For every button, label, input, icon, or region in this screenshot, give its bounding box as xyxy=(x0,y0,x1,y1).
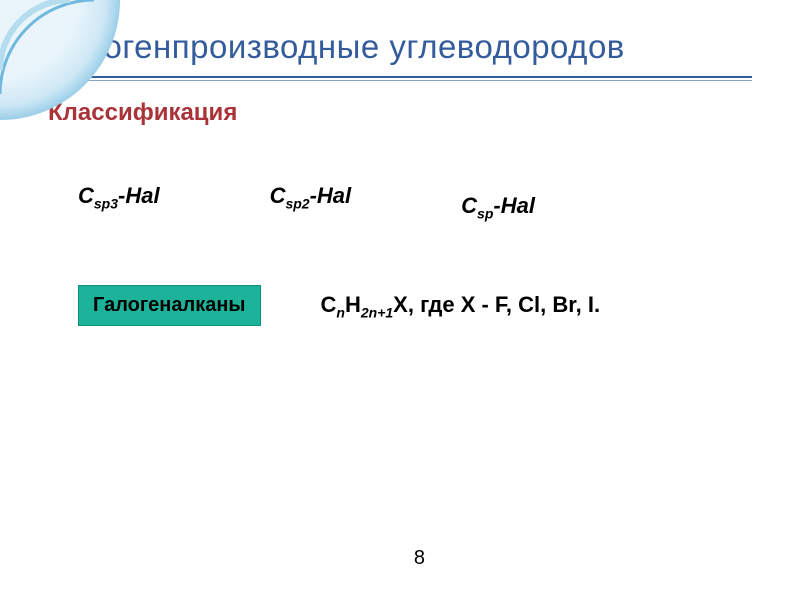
formula-n1: n xyxy=(336,304,345,320)
hybrid-tail: -Hal xyxy=(310,183,352,208)
hybrid-row: Csp3-Hal Csp2-Hal Csp-Hal xyxy=(48,183,752,211)
hybrid-tail: -Hal xyxy=(118,183,160,208)
hybrid-tail: -Hal xyxy=(493,193,535,218)
title-underline xyxy=(48,76,752,78)
general-formula: CnH2n+1X, где X - F, Cl, Br, I. xyxy=(321,292,601,320)
hybrid-base: C xyxy=(270,183,286,208)
hybrid-sp: Csp-Hal xyxy=(461,193,535,221)
hybrid-sp3: Csp3-Hal xyxy=(78,183,160,211)
hybrid-base: C xyxy=(461,193,477,218)
formula-C: C xyxy=(321,292,337,317)
page-number: 8 xyxy=(414,547,425,570)
slide: Галогенпроизводные углеводородов Классиф… xyxy=(0,0,800,600)
haloalkane-badge: Галогеналканы xyxy=(78,285,261,326)
hybrid-sub: sp xyxy=(477,205,493,221)
formula-row: Галогеналканы CnH2n+1X, где X - F, Cl, B… xyxy=(48,285,752,326)
subtitle: Классификация xyxy=(48,99,752,127)
formula-H: H xyxy=(345,292,361,317)
hybrid-sp2: Csp2-Hal xyxy=(270,183,352,211)
title-underline-thin xyxy=(48,80,752,81)
hybrid-base: C xyxy=(78,183,94,208)
formula-tail: X, где X - F, Cl, Br, I. xyxy=(393,292,600,317)
page-title: Галогенпроизводные углеводородов xyxy=(48,28,752,72)
hybrid-sub: sp2 xyxy=(285,195,309,211)
hybrid-sub: sp3 xyxy=(94,195,118,211)
formula-n2: 2n+1 xyxy=(361,304,393,320)
